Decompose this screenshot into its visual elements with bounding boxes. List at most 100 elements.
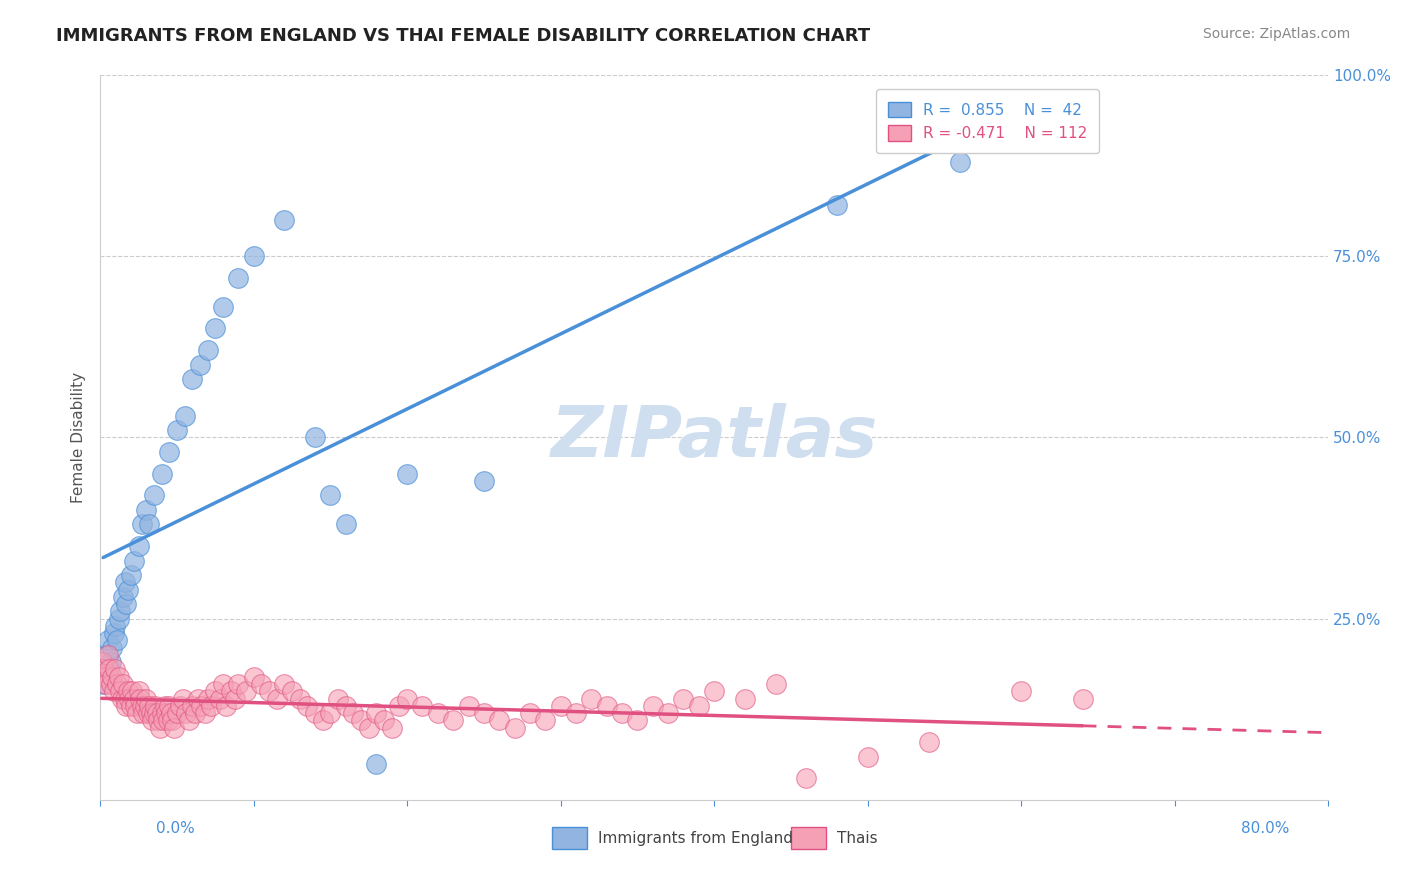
Point [162,713,184,727]
Point [1010,684,1032,698]
Point [157,698,180,713]
Point [208,691,231,706]
Point [595,698,617,713]
Point [235,684,257,698]
Point [319,488,342,502]
Point [411,698,433,713]
Text: IMMIGRANTS FROM ENGLAND VS THAI FEMALE DISABILITY CORRELATION CHART: IMMIGRANTS FROM ENGLAND VS THAI FEMALE D… [56,27,870,45]
Point [187,691,209,706]
Point [91,677,114,691]
Point [125,706,148,720]
Point [565,706,588,720]
Point [112,677,135,691]
Point [534,713,557,727]
Point [373,713,395,727]
Point [335,698,357,713]
Point [396,467,419,481]
Point [104,663,127,677]
Point [101,640,124,655]
Point [122,554,145,568]
Point [242,670,264,684]
Point [197,691,219,706]
Point [215,698,238,713]
Point [366,756,388,771]
Point [100,677,122,691]
Point [107,670,129,684]
Point [97,633,120,648]
Point [120,698,142,713]
Text: Thais: Thais [838,831,877,846]
Text: Source: ZipAtlas.com: Source: ZipAtlas.com [1202,27,1350,41]
Point [197,343,219,358]
Point [335,517,357,532]
Point [90,655,112,669]
Point [142,706,165,720]
Point [117,582,139,597]
Point [159,706,181,720]
Point [135,503,157,517]
Point [350,713,373,727]
Point [326,691,349,706]
Point [179,713,201,727]
Text: Immigrants from England: Immigrants from England [599,831,793,846]
Point [181,372,204,386]
Point [104,619,127,633]
Point [139,706,162,720]
Point [115,597,138,611]
Point [103,684,125,698]
Point [138,517,160,532]
Point [120,568,142,582]
Point [396,691,419,706]
Point [672,691,695,706]
Point [121,684,143,698]
Point [124,698,146,713]
Point [949,154,972,169]
Point [281,684,304,698]
Point [117,684,139,698]
Point [204,321,226,335]
Point [153,698,176,713]
Point [134,698,156,713]
Point [242,249,264,263]
Point [734,691,756,706]
Point [550,698,572,713]
Point [224,691,246,706]
Point [136,706,159,720]
Point [145,698,167,713]
Point [204,684,226,698]
Point [156,713,179,727]
Point [138,698,160,713]
Point [212,300,235,314]
Point [128,684,150,698]
Point [610,706,633,720]
Point [688,698,710,713]
Point [581,691,603,706]
Point [108,604,131,618]
Point [131,517,153,532]
Point [426,706,449,720]
Point [96,648,118,662]
Point [181,698,204,713]
Point [98,663,121,677]
Point [641,698,664,713]
Point [172,691,194,706]
Point [503,721,526,735]
Point [266,691,288,706]
Point [122,691,145,706]
Point [101,670,124,684]
Point [441,713,464,727]
Point [103,626,125,640]
Point [193,706,215,720]
Point [312,713,335,727]
Point [273,212,295,227]
Point [114,575,136,590]
Point [184,706,207,720]
Point [148,713,170,727]
Point [626,713,648,727]
Point [132,706,155,720]
Point [250,677,273,691]
Point [174,706,197,720]
Point [105,633,128,648]
Point [135,691,157,706]
Text: ZIPatlas: ZIPatlas [550,403,877,472]
